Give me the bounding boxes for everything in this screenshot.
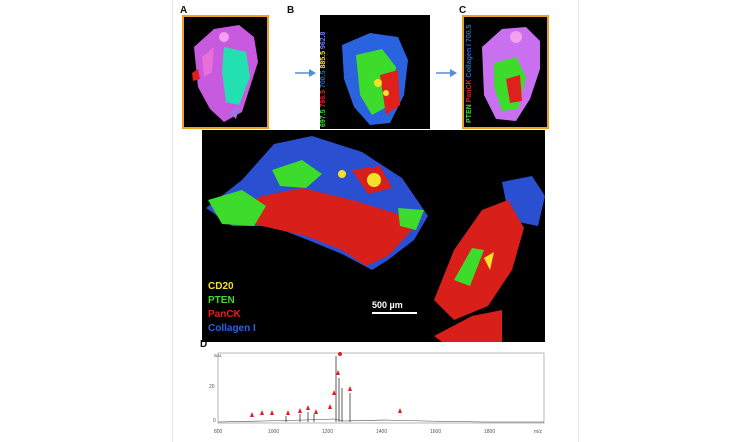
scale-bar-label: 500 µm: [372, 300, 403, 310]
mz-label-stack: 697.5 786.5 700.5 885.5 962.8: [320, 32, 327, 127]
panel-label-b: B: [287, 5, 295, 16]
legend-item-collagen: Collagen I: [208, 323, 256, 334]
mass-spectrum: a.u. 20 0 800 1000 1200 1400 1600 1800 m…: [204, 348, 547, 442]
mz-label: 885.5: [320, 51, 327, 69]
thumbnail-c: PTEN PanCK Collagen I 700.5: [462, 15, 549, 129]
scale-bar: [372, 312, 417, 314]
arrow-right-icon: [436, 69, 457, 77]
tissue-sections: [202, 130, 545, 342]
page-left-divider: [172, 0, 173, 442]
panel-label-a: A: [180, 5, 188, 16]
stain-label: Collagen I: [466, 44, 473, 78]
stain-label-stack: PTEN PanCK Collagen I 700.5: [466, 25, 473, 123]
thumbnail-a-image: [184, 17, 267, 127]
peak-markers: [250, 352, 402, 417]
panel-label-d: D: [200, 339, 208, 350]
x-tick-label: 800: [214, 429, 223, 435]
spectrum-frame: [217, 352, 545, 424]
legend-item-pten: PTEN: [208, 295, 235, 306]
y-tick-label: 0: [213, 418, 216, 424]
spectrum-peaks: [285, 356, 351, 422]
mz-label: 697.5: [320, 109, 327, 127]
mz-label: 700.5: [320, 70, 327, 89]
spectrum-trace: [217, 418, 544, 423]
mz-label: 786.5: [320, 89, 327, 108]
stain-legend: CD20 PTEN PanCK Collagen I: [208, 280, 256, 336]
stain-label: PTEN: [466, 104, 473, 123]
stain-label: 700.5: [466, 24, 473, 43]
x-tick-label: 1400: [376, 429, 387, 435]
legend-item-panck: PanCK: [208, 309, 241, 320]
x-tick-label: 1800: [484, 429, 495, 435]
panel-label-c: C: [459, 5, 467, 16]
legend-item-cd20: CD20: [208, 281, 234, 292]
arrow-right-icon: [295, 69, 316, 77]
mz-label: 962.8: [320, 31, 327, 50]
thumbnail-b-image: [320, 15, 430, 129]
stain-label: PanCK: [466, 79, 473, 103]
page-right-divider: [578, 0, 579, 442]
y-axis-title: a.u.: [214, 353, 222, 359]
thumbnail-b: 697.5 786.5 700.5 885.5 962.8: [320, 15, 430, 129]
x-axis-title: m/z: [534, 429, 543, 435]
x-tick-label: 1600: [430, 429, 441, 435]
y-tick-label: 20: [209, 384, 215, 390]
x-tick-label: 1000: [268, 429, 279, 435]
thumbnail-c-image: [464, 17, 547, 127]
composite-stain-image: CD20 PTEN PanCK Collagen I 500 µm: [202, 130, 545, 342]
thumbnail-a: [182, 15, 269, 129]
x-tick-label: 1200: [322, 429, 333, 435]
